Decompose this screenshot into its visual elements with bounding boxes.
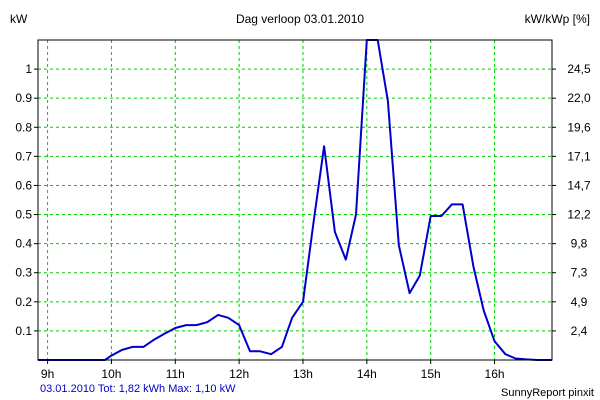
credit-text: SunnyReport pinxit [501,387,594,399]
x-tick-label: 11h [166,367,185,381]
x-tick-label: 12h [229,367,249,381]
plot-frame [37,39,553,361]
x-tick-label: 16h [485,367,505,381]
y2-tick-label: 4,9 [571,295,588,309]
y-tick-label: 0.9 [15,91,32,105]
y2-tick-label: 14,7 [567,178,591,192]
y-tick-label: 0.7 [15,149,32,163]
summary-text: 03.01.2010 Tot: 1,82 kWh Max: 1,10 kW [40,383,236,395]
grid [38,40,552,360]
y-tick-label: 0.8 [15,120,32,134]
x-tick-label: 14h [357,367,377,381]
y2-tick-label: 24,5 [567,62,591,76]
y-tick-label: 0.5 [15,208,32,222]
y2-tick-label: 7,3 [571,266,588,280]
y2-tick-label: 12,2 [567,208,591,222]
series-line [38,39,552,361]
y-tick-label: 0.2 [15,295,32,309]
y-tick-label: 0.4 [15,237,32,251]
y2-tick-label: 19,6 [567,120,591,134]
y2-tick-label: 17,1 [567,149,591,163]
y-tick-label: 0.6 [15,178,32,192]
y2-tick-label: 9,8 [571,237,588,251]
y-tick-label: 1 [25,62,32,76]
y2-tick-label: 2,4 [571,324,588,338]
left-axis-unit: kW [10,12,28,26]
chart-title: Dag verloop 03.01.2010 [236,12,364,26]
x-tick-label: 13h [293,367,313,381]
y-tick-label: 0.1 [15,324,32,338]
y-tick-label: 0.3 [15,266,32,280]
x-tick-label: 9h [41,367,54,381]
x-tick-label: 15h [421,367,441,381]
right-axis-unit: kW/kWp [%] [525,12,590,26]
y2-tick-label: 22,0 [567,91,591,105]
x-tick-label: 10h [101,367,121,381]
series-layer [38,39,552,361]
axis-ticks: 9h 10h 11h 12h 13h 14h 15h 16h 0.1 0.2 0.3 0.4 0.5 0.… [15,62,591,381]
